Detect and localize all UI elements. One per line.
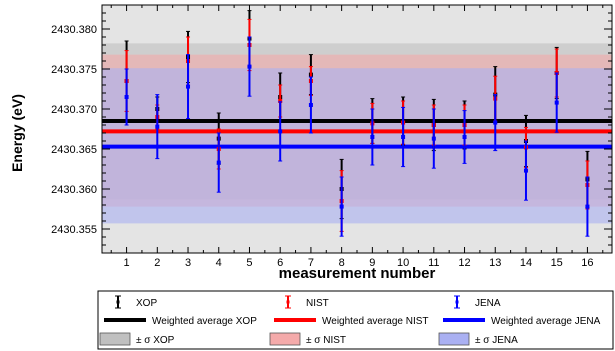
legend-item-sigma-xop: ± σ XOP: [99, 332, 175, 346]
data-point: [308, 103, 313, 107]
legend-item-xop: XOP: [115, 295, 157, 309]
plot-area: [101, 4, 613, 254]
data-point: [155, 124, 160, 129]
legend-label: NIST: [306, 298, 329, 309]
x-tick-label: 8: [339, 257, 345, 269]
legend-item-jena: JENA: [454, 295, 501, 309]
x-tick-label: 15: [551, 257, 563, 269]
legend-band-icon: [99, 332, 131, 346]
y-axis-title: Energy (eV): [9, 94, 25, 172]
x-tick-label: 12: [458, 257, 470, 269]
legend-point-icon: [286, 300, 290, 304]
y-tick-label: 2430.370: [51, 104, 97, 116]
x-axis: 1 2 3 4 5 6 7 8 9 10 11 12 13 14 15 16: [110, 5, 604, 269]
data-point: [523, 168, 528, 173]
data-point: [585, 204, 590, 209]
legend-label: ± σ JENA: [475, 335, 518, 346]
data-point: [401, 135, 406, 139]
x-tick-label: 16: [581, 257, 593, 269]
legend-band-icon: [438, 332, 470, 346]
x-tick-label: 2: [154, 257, 160, 269]
data-point: [186, 84, 191, 89]
legend-item-sigma-nist: ± σ NIST: [269, 332, 346, 346]
series-jena: [124, 36, 590, 237]
data-point: [493, 120, 498, 125]
data-point: [462, 135, 467, 139]
data-point: [554, 100, 559, 105]
y-tick-label: 2430.365: [51, 144, 97, 156]
data-point: [124, 95, 129, 99]
legend-label: ± σ XOP: [136, 335, 175, 346]
legend-label: XOP: [136, 298, 157, 309]
x-tick-label: 7: [308, 257, 314, 269]
x-tick-label: 6: [277, 257, 283, 269]
legend-item-average-xop: Weighted average XOP: [104, 316, 257, 327]
legend-box: [97, 290, 614, 350]
y-tick-label: 2430.355: [51, 224, 97, 236]
data-point: [370, 135, 375, 139]
x-tick-label: 13: [489, 257, 501, 269]
legend-item-nist: NIST: [285, 295, 329, 309]
x-tick-label: 10: [397, 257, 409, 269]
y-tick-label: 2430.380: [51, 24, 97, 36]
x-tick-label: 4: [216, 257, 222, 269]
legend-label: JENA: [475, 298, 501, 309]
x-tick-label: 1: [124, 257, 130, 269]
y-tick-label: 2430.375: [51, 64, 97, 76]
x-tick-label: 5: [246, 257, 252, 269]
legend-label: Weighted average JENA: [491, 316, 601, 327]
legend-label: Weighted average XOP: [152, 316, 257, 327]
x-axis-title: measurement number: [279, 265, 436, 282]
data-point: [247, 64, 252, 69]
y-axis: 2430.355 2430.360 2430.365 2430.370 2430.375…: [51, 4, 612, 254]
x-tick-label: 9: [369, 257, 375, 269]
data-point: [339, 204, 344, 209]
data-point: [216, 160, 221, 165]
legend-point-icon: [116, 300, 120, 304]
legend: XOP Weighted average XOP ± σ XOP NIST Weight…: [97, 290, 614, 350]
y-tick-label: 2430.360: [51, 184, 97, 196]
legend-item-average-jena: Weighted average JENA: [443, 316, 601, 327]
x-tick-label: 11: [428, 257, 439, 269]
data-point: [278, 129, 283, 134]
legend-item-average-nist: Weighted average NIST: [274, 316, 429, 327]
legend-label: ± σ NIST: [306, 335, 346, 346]
data-point: [278, 99, 283, 103]
legend-point-icon: [455, 300, 459, 304]
x-tick-label: 3: [185, 257, 191, 269]
data-point: [431, 136, 436, 141]
x-tick-label: 14: [520, 257, 532, 269]
legend-item-sigma-jena: ± σ JENA: [438, 332, 518, 346]
legend-band-icon: [269, 332, 301, 346]
legend-label: Weighted average NIST: [322, 316, 429, 327]
